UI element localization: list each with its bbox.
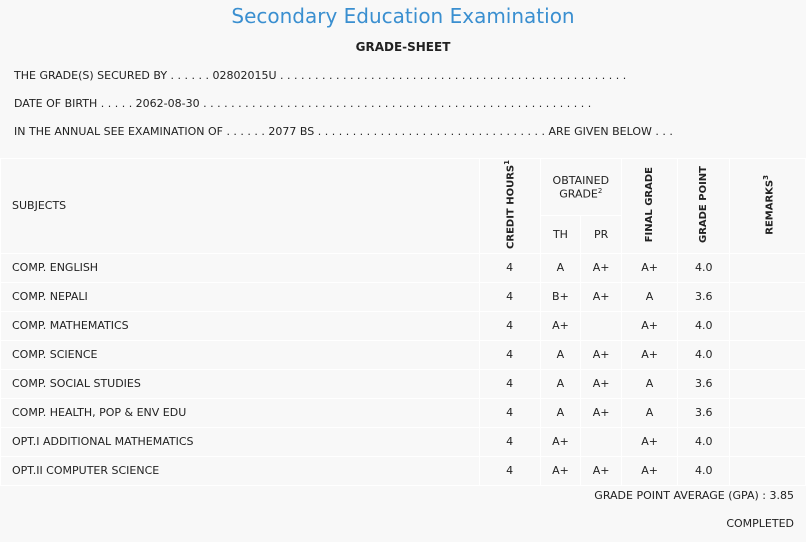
remarks-cell	[729, 368, 806, 399]
credit-cell: 4	[478, 426, 541, 457]
grade-point-cell: 4.0	[677, 426, 731, 457]
practical-grade-cell: A+	[580, 455, 623, 486]
credit-cell: 4	[478, 397, 541, 428]
subject-cell: COMP. ENGLISH	[0, 252, 480, 283]
final-grade-cell: A+	[621, 339, 679, 370]
credit-hours-header: CREDIT HOURS1	[478, 158, 541, 254]
theory-grade-cell: A	[539, 339, 582, 370]
remarks-cell	[729, 310, 806, 341]
theory-grade-cell: A	[539, 252, 582, 283]
grade-point-cell: 4.0	[677, 339, 731, 370]
theory-header: TH	[539, 215, 582, 254]
theory-grade-cell: A	[539, 368, 582, 399]
theory-grade-cell: B+	[539, 281, 582, 312]
practical-grade-cell: A+	[580, 368, 623, 399]
grade-point-cell: 3.6	[677, 281, 731, 312]
date-of-birth-line: DATE OF BIRTH . . . . . 2062-08-30 . . .…	[14, 97, 592, 110]
credit-cell: 4	[478, 455, 541, 486]
subject-cell: COMP. SOCIAL STUDIES	[0, 368, 480, 399]
final-grade-cell: A	[621, 397, 679, 428]
practical-header: PR	[580, 215, 623, 254]
subject-cell: OPT.II COMPUTER SCIENCE	[0, 455, 480, 486]
final-grade-header: FINAL GRADE	[621, 158, 679, 254]
final-grade-cell: A+	[621, 310, 679, 341]
practical-grade-cell: A+	[580, 252, 623, 283]
table-row: COMP. ENGLISH 4 A A+ A+ 4.0	[0, 252, 806, 283]
subject-cell: OPT.I ADDITIONAL MATHEMATICS	[0, 426, 480, 457]
theory-grade-cell: A+	[539, 455, 582, 486]
obtained-grade-header: OBTAINED GRADE2	[539, 157, 623, 217]
final-grade-cell: A+	[621, 426, 679, 457]
practical-grade-cell: A+	[580, 339, 623, 370]
exam-year-line: IN THE ANNUAL SEE EXAMINATION OF . . . .…	[14, 125, 673, 138]
remarks-cell	[729, 281, 806, 312]
subject-cell: COMP. HEALTH, POP & ENV EDU	[0, 397, 480, 428]
theory-grade-cell: A	[539, 397, 582, 428]
credit-cell: 4	[478, 281, 541, 312]
student-id-line: THE GRADE(S) SECURED BY . . . . . . 0280…	[14, 69, 627, 82]
table-row: OPT.II COMPUTER SCIENCE 4 A+ A+ A+ 4.0	[0, 455, 806, 486]
subjects-header: SUBJECTS	[0, 158, 480, 254]
remarks-cell	[729, 426, 806, 457]
subject-cell: COMP. MATHEMATICS	[0, 310, 480, 341]
completion-status: COMPLETED	[726, 517, 794, 530]
final-grade-cell: A	[621, 281, 679, 312]
grade-point-cell: 4.0	[677, 455, 731, 486]
table-row: COMP. SOCIAL STUDIES 4 A A+ A 3.6	[0, 368, 806, 399]
grade-point-cell: 4.0	[677, 252, 731, 283]
practical-grade-cell: A+	[580, 397, 623, 428]
table-row: COMP. SCIENCE 4 A A+ A+ 4.0	[0, 339, 806, 370]
theory-grade-cell: A+	[539, 426, 582, 457]
final-grade-cell: A+	[621, 252, 679, 283]
final-grade-cell: A+	[621, 455, 679, 486]
credit-cell: 4	[478, 339, 541, 370]
page-title: Secondary Education Examination	[231, 4, 575, 28]
practical-grade-cell: A+	[580, 281, 623, 312]
subject-cell: COMP. NEPALI	[0, 281, 480, 312]
remarks-cell	[729, 252, 806, 283]
remarks-cell	[729, 455, 806, 486]
table-row: COMP. NEPALI 4 B+ A+ A 3.6	[0, 281, 806, 312]
subject-cell: COMP. SCIENCE	[0, 339, 480, 370]
grade-sheet-heading: GRADE-SHEET	[355, 40, 451, 54]
credit-cell: 4	[478, 252, 541, 283]
table-row: COMP. MATHEMATICS 4 A+ A+ 4.0	[0, 310, 806, 341]
remarks-header: REMARKS3	[729, 158, 806, 254]
credit-cell: 4	[478, 310, 541, 341]
grades-table: SUBJECTS CREDIT HOURS1 OBTAINED GRADE2 F…	[0, 157, 806, 486]
table-row: OPT.I ADDITIONAL MATHEMATICS 4 A+ A+ 4.0	[0, 426, 806, 457]
gpa-summary: GRADE POINT AVERAGE (GPA) : 3.85	[594, 489, 794, 502]
practical-grade-cell	[580, 426, 623, 457]
remarks-cell	[729, 397, 806, 428]
grade-point-cell: 4.0	[677, 310, 731, 341]
grade-point-header: GRADE POINT	[677, 158, 731, 254]
final-grade-cell: A	[621, 368, 679, 399]
table-row: COMP. HEALTH, POP & ENV EDU 4 A A+ A 3.6	[0, 397, 806, 428]
grade-point-cell: 3.6	[677, 368, 731, 399]
credit-cell: 4	[478, 368, 541, 399]
grade-point-cell: 3.6	[677, 397, 731, 428]
remarks-cell	[729, 339, 806, 370]
theory-grade-cell: A+	[539, 310, 582, 341]
practical-grade-cell	[580, 310, 623, 341]
